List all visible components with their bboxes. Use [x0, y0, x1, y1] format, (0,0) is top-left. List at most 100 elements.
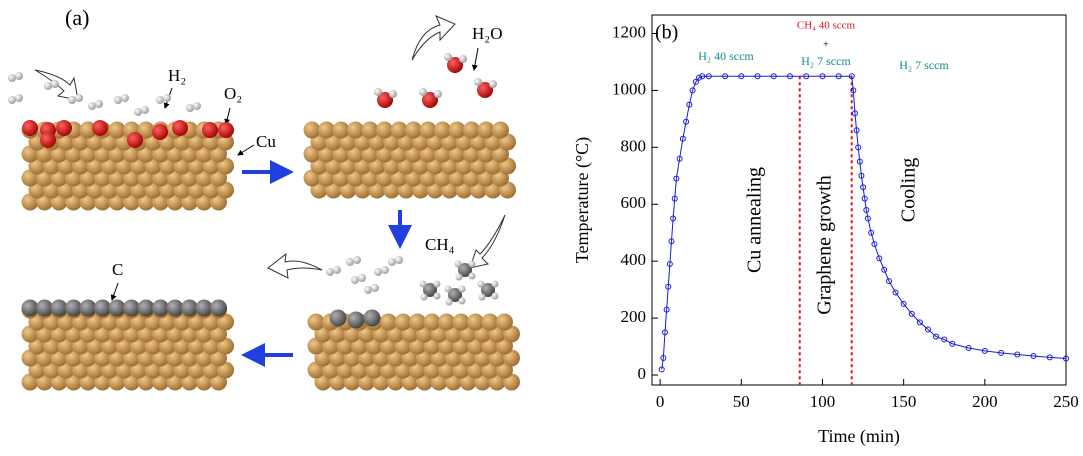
h-atom: [44, 82, 52, 90]
o-atom: [218, 122, 234, 138]
c-atom: [123, 300, 140, 317]
h-atom: [68, 96, 76, 104]
h-atom: [374, 88, 382, 96]
h-atom: [434, 281, 441, 288]
h-atom: [434, 90, 442, 98]
h-atom: [489, 80, 497, 88]
x-tick-label: 50: [733, 392, 750, 411]
cu-atom: [496, 314, 513, 331]
h-atom: [15, 72, 23, 80]
cu-atom: [409, 314, 426, 331]
h-atom: [193, 102, 201, 110]
plot-frame: [652, 15, 1066, 385]
figure: (a) H₂ O₂ Cu H₂O CH₄ C (b) Time (min) T: [0, 0, 1083, 456]
h-atom: [95, 100, 103, 108]
h-atom: [434, 293, 441, 300]
o-atom: [127, 132, 143, 148]
label: Cu: [256, 132, 276, 151]
h-atom: [446, 299, 453, 306]
o-atom: [40, 132, 56, 148]
h-atom: [358, 274, 366, 282]
h-atom: [492, 293, 499, 300]
h-atom: [478, 281, 485, 288]
c-atom: [80, 300, 97, 317]
h-atom: [333, 266, 341, 274]
h-atom: [8, 74, 16, 82]
h-atom: [395, 256, 403, 264]
h-atom: [474, 78, 482, 86]
h-atom: [15, 94, 23, 102]
label: O₂: [224, 84, 242, 103]
h-atom: [445, 286, 452, 293]
h-atom: [381, 266, 389, 274]
h-atom: [492, 281, 499, 288]
h-atom: [346, 258, 354, 266]
h-atom: [141, 106, 149, 114]
y-tick-label: 1200: [612, 22, 646, 41]
h-atom: [353, 256, 361, 264]
cu-atom: [333, 122, 350, 139]
label: H₂: [168, 66, 186, 85]
annotation: Cooling: [898, 158, 920, 222]
h-atom: [364, 286, 372, 294]
annotation: +: [823, 39, 829, 50]
cu-atom: [308, 314, 325, 331]
annotation: H₂ 7 sccm: [801, 54, 851, 68]
h-atom: [156, 96, 164, 104]
cu-atom: [304, 122, 321, 139]
annotation: Cu annealing: [744, 167, 766, 273]
cu-atom: [362, 122, 379, 139]
h-atom: [419, 88, 427, 96]
h-atom: [75, 94, 83, 102]
h-atom: [459, 298, 466, 305]
h-atom: [371, 284, 379, 292]
o-atom: [202, 122, 218, 138]
label: H₂O: [472, 24, 502, 43]
h-atom: [421, 294, 428, 301]
c-atom: [22, 300, 39, 317]
c-atom: [109, 300, 126, 317]
cu-atom: [109, 122, 126, 139]
annotation: H₂ 40 sccm: [698, 49, 754, 63]
c-atom: [196, 300, 213, 317]
c-atom: [364, 310, 381, 327]
h-atom: [186, 104, 194, 112]
cu-atom: [478, 122, 495, 139]
annotation: CH₄ 40 sccm: [797, 20, 856, 32]
h-atom: [88, 102, 96, 110]
c-atom: [330, 310, 347, 327]
cu-atom: [424, 314, 441, 331]
h-atom: [420, 281, 427, 288]
c-atom: [181, 300, 198, 317]
c-atom: [138, 300, 155, 317]
h-atom: [459, 55, 467, 63]
c-atom: [36, 300, 53, 317]
h-atom: [134, 108, 142, 116]
c-atom: [65, 300, 82, 317]
cu-atom: [467, 314, 484, 331]
h-atom: [455, 261, 462, 268]
cu-atom: [420, 122, 437, 139]
label: C: [112, 260, 123, 279]
panel-label: (b): [655, 22, 678, 44]
cu-atom: [463, 122, 480, 139]
o-atom: [22, 120, 38, 136]
o-atom: [152, 124, 168, 140]
y-tick-label: 400: [621, 250, 647, 269]
h-atom: [479, 294, 486, 301]
y-tick-label: 200: [621, 307, 647, 326]
cu-atom: [405, 122, 422, 139]
h-atom: [469, 273, 476, 280]
cu-atom: [453, 314, 470, 331]
c-atom: [167, 300, 184, 317]
h-atom: [351, 276, 359, 284]
o-atom: [56, 120, 72, 136]
h-atom: [388, 258, 396, 266]
h-atom: [114, 96, 122, 104]
cu-atom: [376, 122, 393, 139]
cu-atom: [438, 314, 455, 331]
data-line: [662, 76, 1066, 369]
h-atom: [121, 94, 129, 102]
x-tick-label: 0: [656, 392, 665, 411]
o-atom: [92, 120, 108, 136]
